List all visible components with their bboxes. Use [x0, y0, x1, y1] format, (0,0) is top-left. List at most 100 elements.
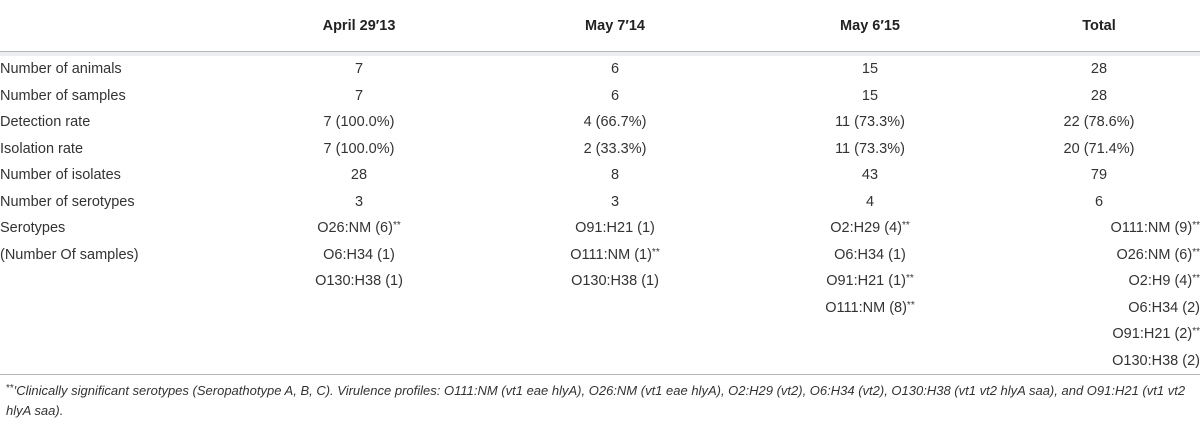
cell-value: O2:H9 (4)**: [998, 268, 1200, 295]
cell-value: 7 (100.0%): [323, 140, 395, 157]
header-blank: [0, 0, 230, 52]
row-label: Number of serotypes: [0, 193, 135, 210]
row-label: [0, 321, 230, 348]
footnote-text: ′Clinically significant serotypes (Serop…: [6, 383, 1186, 418]
cell-value: 4: [865, 193, 875, 210]
header-row: April 29′13 May 7′14 May 6′15 Total: [0, 0, 1200, 52]
cell-value: O130:H38 (2): [998, 347, 1200, 375]
cell-value: 28: [1090, 61, 1108, 78]
significance-marker: **: [1192, 246, 1200, 258]
cell-value: O111:NM (1)**: [488, 242, 742, 269]
row-label: Isolation rate: [0, 140, 84, 157]
serotype-row: O130:H38 (1) O130:H38 (1) O91:H21 (1)** …: [0, 268, 1200, 295]
cell-value: [488, 347, 742, 375]
significance-marker: **: [392, 220, 401, 232]
significance-marker: **: [1192, 273, 1200, 285]
significance-marker: **: [901, 220, 910, 232]
row-label: Number of samples: [0, 87, 126, 104]
serotype-text: O26:NM (6): [1116, 246, 1193, 263]
cell-value: 28: [350, 167, 368, 184]
serotype-row: (Number Of samples) O6:H34 (1) O111:NM (…: [0, 242, 1200, 269]
footnote-marker: **: [6, 383, 14, 394]
significance-marker: **: [651, 246, 660, 258]
serotype-text: O91:H21 (1): [575, 220, 655, 237]
cell-value: 28: [1090, 87, 1108, 104]
serotype-text: O111:NM (9): [1110, 220, 1193, 237]
significance-marker: **: [1192, 326, 1200, 338]
serotype-text: O6:H34 (1): [834, 246, 906, 263]
cell-value: [230, 295, 488, 322]
cell-value: O2:H29 (4)**: [742, 215, 998, 242]
table-row: Detection rate 7 (100.0%) 4 (66.7%) 11 (…: [0, 109, 1200, 136]
serotype-text: O91:H21 (2): [1112, 326, 1193, 343]
cell-value: O26:NM (6)**: [230, 215, 488, 242]
serotype-row: O91:H21 (2)**: [0, 321, 1200, 348]
cell-value: 2 (33.3%): [583, 140, 647, 157]
cell-value: 7 (100.0%): [323, 114, 395, 131]
header-may-2015: May 6′15: [742, 0, 998, 52]
serotype-row: Serotypes O26:NM (6)** O91:H21 (1) O2:H2…: [0, 215, 1200, 242]
row-label: [0, 295, 230, 322]
cell-value: 11 (73.3%): [835, 140, 905, 157]
cell-value: [742, 321, 998, 348]
significance-marker: **: [906, 299, 915, 311]
serotype-text: O6:H34 (2): [1128, 299, 1200, 316]
cell-value: 3: [354, 193, 364, 210]
cell-value: O91:H21 (2)**: [998, 321, 1200, 348]
serotype-text: O130:H38 (2): [1112, 352, 1200, 369]
row-label: Number of animals: [0, 61, 122, 78]
table-row: Number of isolates 28 8 43 79: [0, 162, 1200, 189]
row-label: (Number Of samples): [0, 246, 139, 263]
serotype-text: O130:H38 (1): [571, 273, 659, 290]
cell-value: [742, 347, 998, 375]
row-label: [0, 347, 230, 375]
serotype-text: O6:H34 (1): [323, 246, 395, 263]
cell-value: 4 (66.7%): [583, 114, 647, 131]
significance-marker: **: [1192, 220, 1200, 232]
table-row: Isolation rate 7 (100.0%) 2 (33.3%) 11 (…: [0, 136, 1200, 163]
cell-value: O130:H38 (1): [488, 268, 742, 295]
significance-marker: **: [906, 273, 914, 285]
cell-value: 15: [861, 61, 879, 78]
cell-value: 79: [1090, 167, 1108, 184]
cell-value: 6: [1094, 193, 1104, 210]
cell-value: O6:H34 (1): [230, 242, 488, 269]
row-label: Number of isolates: [0, 167, 121, 184]
cell-value: 11 (73.3%): [835, 114, 905, 131]
row-label: [0, 268, 230, 295]
cell-value: O6:H34 (2): [998, 295, 1200, 322]
table-footnote: **′Clinically significant serotypes (Ser…: [6, 379, 1192, 421]
table-row: Number of serotypes 3 3 4 6: [0, 189, 1200, 216]
cell-value: [230, 347, 488, 375]
cell-value: O91:H21 (1)**: [742, 268, 998, 295]
serotype-text: O111:NM (1): [570, 246, 652, 263]
serotype-text: O2:H29 (4): [830, 220, 902, 237]
serotype-text: O130:H38 (1): [315, 273, 403, 290]
header-band: [0, 51, 1200, 56]
header-may-2014: May 7′14: [488, 0, 742, 52]
serotype-text: O91:H21 (1): [826, 273, 906, 290]
cell-value: [488, 295, 742, 322]
cell-value: 7: [354, 87, 364, 104]
cell-value: 7: [354, 61, 364, 78]
row-label: Serotypes: [0, 220, 66, 237]
cell-value: 6: [610, 61, 620, 78]
cell-value: [230, 321, 488, 348]
cell-value: O111:NM (8)**: [742, 295, 998, 322]
cell-value: [488, 321, 742, 348]
table-row: Number of samples 7 6 15 28: [0, 83, 1200, 110]
header-total: Total: [998, 0, 1200, 52]
row-label: Detection rate: [0, 114, 91, 131]
serotype-text: O26:NM (6): [317, 220, 393, 237]
cell-value: 15: [861, 87, 879, 104]
cell-value: O111:NM (9)**: [998, 215, 1200, 242]
cell-value: 3: [610, 193, 620, 210]
cell-value: 8: [610, 167, 620, 184]
serotype-row: O130:H38 (2): [0, 347, 1200, 375]
header-april-2013: April 29′13: [230, 0, 488, 52]
cell-value: O91:H21 (1): [488, 215, 742, 242]
cell-value: 6: [610, 87, 620, 104]
table-row: Number of animals 7 6 15 28: [0, 56, 1200, 83]
cell-value: 43: [861, 167, 879, 184]
